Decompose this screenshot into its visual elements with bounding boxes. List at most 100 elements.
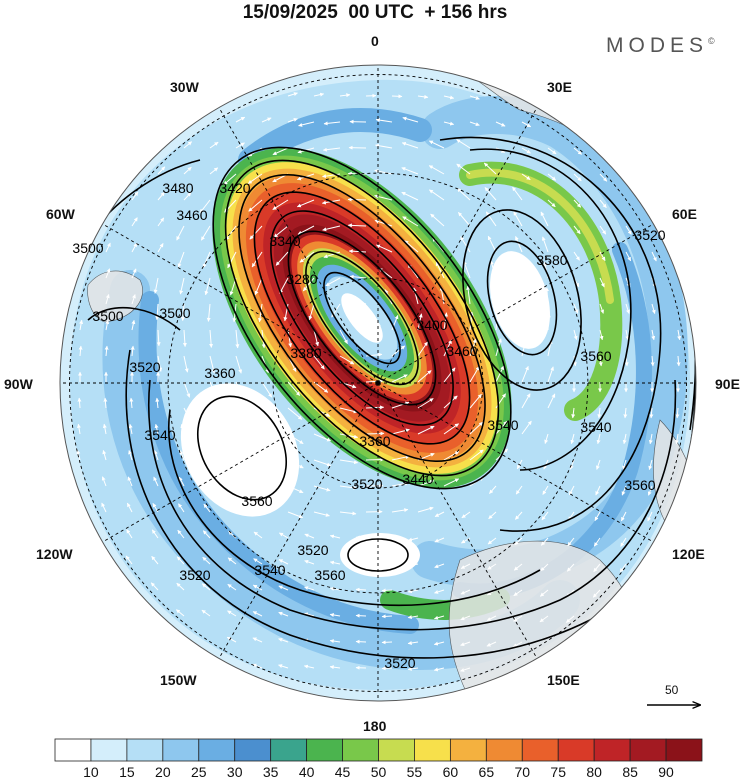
wind-vector [209,329,214,348]
map-disc [60,65,696,701]
wind-vector [176,582,185,591]
contour-label: 3540 [487,417,518,433]
contour-line [305,250,419,386]
contour-label: 3480 [162,180,193,196]
wind-vector [228,504,237,513]
wind-vector [272,147,289,156]
wind-vector [521,393,531,409]
wind-vector [460,589,471,595]
wind-vector [302,277,315,292]
wind-vector [573,329,578,341]
colorbar-swatch [234,738,272,762]
wind-vector [573,173,582,182]
wind-vector [516,260,523,279]
contour-label: 3400 [416,317,447,333]
wind-vector [391,508,409,513]
wind-vector [492,285,497,305]
wind-vector [593,563,601,573]
colorbar-tick-label: 35 [262,764,279,780]
wind-vector [391,481,410,487]
wind-vector [200,225,211,241]
meridian-line [218,382,379,659]
wind-vector [544,433,549,444]
wind-vector [391,428,410,435]
wind-vector [469,393,482,409]
wind-vector [79,319,84,331]
wind-vector [647,511,653,522]
wind-vector [547,173,557,181]
wind-vector [325,277,341,287]
lon-label-180: 180 [363,718,387,734]
wind-vector [178,476,185,487]
wind-vector [623,407,628,419]
wind-vector [417,506,434,513]
colorbar-swatch [629,738,667,762]
wind-vector [461,537,471,544]
wind-vector [460,563,471,569]
colorbar-swatch [485,738,523,762]
wind-vector [154,423,159,435]
contour-label: 3380 [290,345,321,361]
wind-vector [599,199,607,209]
contour-label: 3520 [351,476,382,492]
wind-vector [466,285,471,305]
wind-vector [105,294,110,305]
wind-vector [417,425,435,435]
wind-vector [487,537,497,545]
wind-vector [155,303,160,321]
wind-vector [347,223,367,228]
wind-vector [125,555,133,565]
wind-vector [599,329,604,341]
wind-vector [566,563,575,572]
contour-label: 3520 [384,655,415,671]
wind-vector [131,242,138,253]
wind-vector [430,213,445,227]
meridian-line [218,107,379,384]
wind-vector [199,199,211,214]
contour-label: 3560 [241,493,272,509]
wind-vector [573,199,582,208]
lon-label-120w: 120W [36,546,73,562]
wind-vector [443,478,460,487]
wind-vector [374,169,393,175]
map-boundary [59,64,697,702]
wind-vector [278,664,289,669]
wind-vector [651,303,656,314]
wind-vector [402,116,419,123]
wind-vector [76,449,81,461]
wind-vector [676,355,681,367]
wind-vector [298,121,315,127]
wind-vector [126,529,133,539]
wind-vector [487,235,497,253]
wind-vector [313,459,332,467]
wind-vector [252,663,263,669]
wind-vector [313,355,325,370]
contour-label: 3280 [286,271,317,287]
wind-vector [381,614,393,619]
wind-vector [150,582,159,591]
wind-vector [547,147,557,155]
contour-line [439,136,662,532]
wind-vector [469,121,480,127]
wind-vector [105,242,111,253]
lon-label-90w: 90W [4,376,33,392]
wind-vector [347,197,367,202]
wind-vector [175,609,185,617]
wind-vector [209,381,218,399]
wind-vector [202,556,211,565]
meridian-line [102,382,379,543]
wind-vector [323,251,341,259]
contour-line [168,409,541,607]
wind-vector [469,366,480,383]
wind-vector [443,423,459,435]
wind-vector [376,244,393,253]
wind-vector [183,407,192,423]
wind-vector [339,433,359,439]
contour-label: 3520 [129,359,160,375]
wind-vector [287,329,293,348]
contour-label: 3580 [536,252,567,268]
wind-vector [365,379,384,384]
contour-label: 3360 [359,433,390,449]
wind-vector [596,433,601,445]
lon-label-60e: 60E [672,206,697,222]
